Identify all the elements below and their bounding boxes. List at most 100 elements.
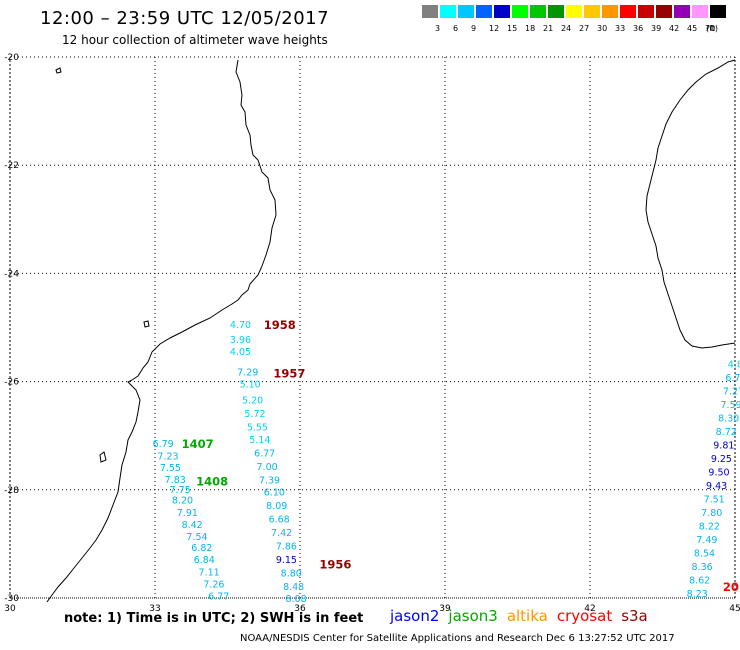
island-small [55, 67, 62, 74]
wave-height-label: 6.82 [191, 543, 212, 554]
wave-height-label: 7.23 [157, 451, 178, 462]
legend-label: 45 [687, 24, 698, 33]
x-tick-label: 33 [149, 604, 160, 614]
plot-frame [9, 56, 736, 599]
legend-swatch [494, 5, 510, 18]
legend-swatch [512, 5, 528, 18]
legend-label: 9 [471, 24, 477, 33]
footnote: note: 1) Time is in UTC; 2) SWH is in fe… [64, 611, 364, 626]
pass-time-label: 1407 [182, 437, 214, 451]
wave-height-label: 7.75 [170, 485, 191, 496]
coastline-layer [46, 59, 736, 603]
wave-height-label: 7.42 [271, 528, 292, 539]
chart-subtitle: 12 hour collection of altimeter wave hei… [62, 33, 328, 47]
wave-height-label: 8.20 [172, 496, 193, 507]
x-tick-label: 36 [294, 604, 306, 614]
wave-height-label: 6.10 [264, 488, 285, 499]
wave-height-label: 4.70 [230, 320, 251, 331]
wave-height-label: 9.43 [706, 481, 727, 492]
wave-height-label: 5.14 [249, 435, 270, 446]
wave-height-label: 7.51 [704, 495, 725, 506]
satellite-name: jason2 [390, 607, 440, 625]
wave-height-label: 6.84 [194, 555, 215, 566]
legend-label: 18 [525, 24, 536, 33]
y-tick-label: -26 [4, 378, 19, 388]
coastline-mozambique [46, 59, 277, 603]
legend-label: 33 [615, 24, 626, 33]
wave-height-label: 7.49 [696, 535, 717, 546]
wave-height-label: 7.54 [186, 532, 207, 543]
wave-height-label: 7.55 [160, 463, 181, 474]
legend-swatch [692, 5, 708, 18]
wave-height-label: 8.62 [689, 576, 710, 587]
satellite-legend: jason2 jason3 altika cryosat s3a [390, 607, 657, 625]
wave-height-label: 8.54 [694, 549, 715, 560]
satellite-name: jason3 [448, 607, 498, 625]
legend-swatch [638, 5, 654, 18]
wave-height-label: 8.72 [716, 427, 737, 438]
y-tick-label: -28 [4, 486, 19, 496]
wave-height-label: 8.30 [718, 413, 739, 424]
wave-height-label: 7.27 [723, 386, 740, 397]
legend-label: 27 [579, 24, 590, 33]
wave-height-label: 7.91 [177, 508, 198, 519]
wave-height-label: 8.42 [182, 520, 203, 531]
wave-height-label: 7.26 [203, 579, 224, 590]
x-tick-label: 42 [584, 604, 595, 614]
wave-height-label: 6.77 [208, 591, 229, 602]
color-legend: 3 6 9 12 15 18 21 24 27 30 33 36 39 42 45 70 (ft) [422, 5, 734, 41]
legend-unit-label: (ft) [706, 24, 719, 33]
island-small-2 [143, 320, 150, 328]
legend-swatch [620, 5, 636, 18]
wave-height-label: 4.86 [728, 359, 740, 370]
x-tick-label: 39 [439, 604, 451, 614]
wave-height-label: 6.77 [725, 373, 740, 384]
wave-height-label: 5.55 [247, 423, 268, 434]
pass-time-label: 1408 [196, 475, 228, 489]
legend-swatch [476, 5, 492, 18]
wave-height-label: 9.15 [276, 555, 297, 566]
satellite-name: altika [506, 607, 548, 625]
wave-height-label: 9.81 [713, 440, 734, 451]
legend-swatch [440, 5, 456, 18]
wave-height-label: 9.25 [711, 454, 732, 465]
satellite-name: s3a [621, 607, 648, 625]
wave-height-label: 8.48 [283, 582, 304, 593]
legend-swatch [656, 5, 672, 18]
legend-swatch [530, 5, 546, 18]
legend-swatch [566, 5, 582, 18]
wave-height-label: 8.36 [692, 562, 713, 573]
wave-height-label: 8.08 [286, 594, 307, 605]
pass-time-label: 1958 [264, 318, 296, 332]
wave-height-label: 7.29 [237, 367, 258, 378]
wave-height-label: 6.68 [269, 515, 290, 526]
wave-height-label: 5.72 [244, 409, 265, 420]
y-tick-label: -22 [4, 161, 19, 171]
axis-tick-labels: 30 33 36 39 42 45 -20 -22 -24 -26 -28 -30 [4, 53, 740, 614]
pass-time-label: 1957 [273, 366, 305, 380]
lake-small [99, 451, 107, 463]
legend-swatch [710, 5, 726, 18]
wave-height-label: 4.05 [230, 347, 251, 358]
wave-height-label: 5.20 [242, 396, 263, 407]
wave-height-label: 5.10 [240, 379, 261, 390]
wave-height-label: 7.39 [259, 476, 280, 487]
pass-time-labels: 1407 1408 1958 1957 1956 20 [182, 318, 739, 594]
wave-height-label: 7.83 [165, 475, 186, 486]
legend-label: 6 [453, 24, 459, 33]
legend-label: 70 [705, 24, 716, 33]
wave-height-label: 7.11 [199, 568, 220, 579]
satellite-name: cryosat [556, 607, 613, 625]
pass-time-label: 1956 [319, 557, 351, 571]
legend-label: 12 [489, 24, 500, 33]
wave-height-label: 3.96 [230, 335, 251, 346]
legend-label: 3 [435, 24, 441, 33]
chart-title: 12:00 – 23:59 UTC 12/05/2017 [40, 8, 330, 29]
legend-label: 30 [597, 24, 608, 33]
y-tick-label: -20 [4, 53, 19, 63]
legend-label: 36 [633, 24, 644, 33]
credit-line: NOAA/NESDIS Center for Satellite Applica… [240, 633, 675, 644]
wave-height-label: 7.59 [721, 400, 740, 411]
wave-height-label: 8.23 [687, 589, 708, 600]
